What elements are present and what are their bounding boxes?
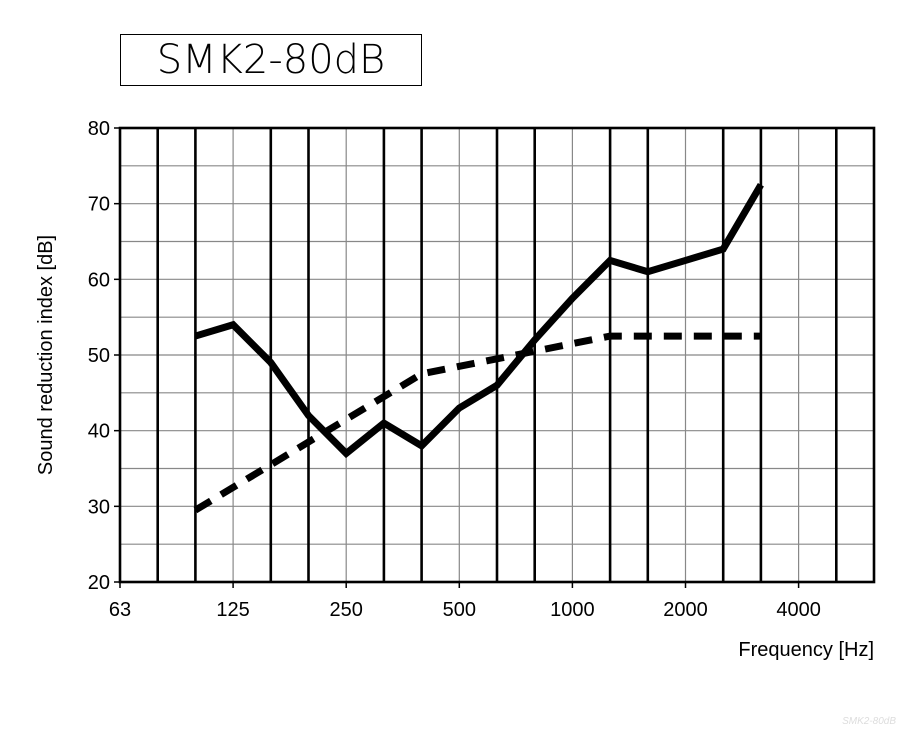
y-tick-label: 60: [88, 269, 110, 291]
x-axis-label: Frequency [Hz]: [738, 639, 874, 661]
y-axis-label: Sound reduction index [dB]: [35, 235, 57, 475]
y-tick-label: 80: [88, 118, 110, 140]
x-tick-label: 125: [216, 599, 249, 621]
x-tick-label: 2000: [663, 599, 708, 621]
x-tick-label: 63: [109, 599, 131, 621]
y-tick-label: 20: [88, 572, 110, 594]
x-tick-label: 250: [330, 599, 363, 621]
x-tick-label: 4000: [776, 599, 821, 621]
y-tick-label: 30: [88, 496, 110, 518]
y-tick-label: 70: [88, 194, 110, 216]
series-line-measured: [194, 182, 764, 459]
y-tick-label: 40: [88, 421, 110, 443]
series-line-reference: [193, 332, 761, 514]
x-tick-label: 500: [443, 599, 476, 621]
y-tick-label: 50: [88, 345, 110, 367]
chart-title: SMK2-80dB: [120, 34, 422, 86]
watermark: SMK2-80dB: [842, 716, 896, 727]
x-tick-label: 1000: [550, 599, 595, 621]
